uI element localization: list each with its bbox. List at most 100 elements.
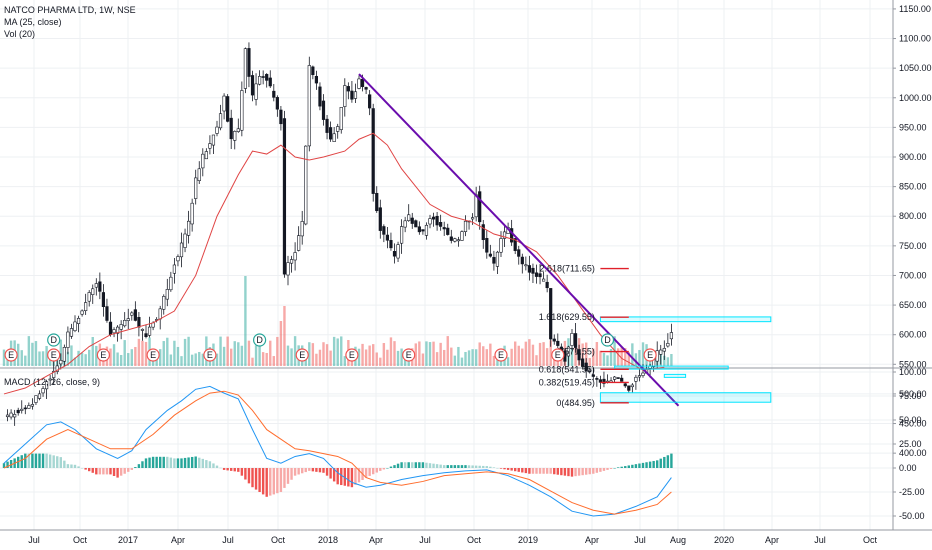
macd-histogram-bar — [538, 468, 542, 474]
candle-body — [105, 306, 109, 321]
projection-zone — [663, 373, 687, 378]
time-tick-label: Jul — [222, 535, 234, 545]
volume-bar — [159, 349, 162, 366]
volume-bar — [616, 348, 620, 366]
macd-histogram-bar — [176, 458, 180, 468]
price-tick-label: 1050.00 — [899, 63, 932, 73]
volume-bar — [240, 345, 244, 366]
macd-histogram-bar — [514, 468, 517, 472]
candle-body — [137, 317, 141, 328]
macd-histogram-bar — [148, 457, 151, 468]
volume-bar — [226, 336, 229, 366]
volume-bar — [414, 343, 417, 366]
macd-histogram-bar — [535, 468, 538, 474]
candle-body — [517, 249, 521, 257]
candle-body — [147, 326, 152, 336]
candle-body — [353, 91, 358, 99]
macd-histogram-bar — [666, 455, 670, 468]
candle-body — [257, 76, 262, 85]
symbol-legend[interactable]: NATCO PHARMA LTD, 1W, NSE — [4, 5, 136, 15]
volume-bar — [73, 357, 77, 366]
volume-bar — [187, 336, 190, 366]
candle-body — [123, 319, 127, 327]
candle-body — [637, 375, 642, 378]
ma-legend[interactable]: MA (25, close) — [4, 17, 62, 27]
macd-histogram-bar — [645, 462, 648, 468]
volume-bar — [393, 341, 396, 366]
time-tick-label: Oct — [271, 535, 286, 545]
macd-histogram-bar — [66, 464, 70, 468]
macd-histogram-bar — [38, 453, 41, 468]
volume-bar — [368, 345, 371, 366]
macd-histogram-bar — [432, 463, 435, 468]
macd-histogram-bar — [595, 468, 599, 473]
macd-histogram-bar — [613, 468, 616, 469]
macd-histogram-bar — [144, 458, 148, 468]
volume-bar — [173, 340, 176, 366]
macd-histogram-bar — [482, 465, 485, 468]
candle-body — [204, 151, 208, 160]
macd-histogram-bar — [340, 468, 343, 486]
volume-bar — [361, 343, 364, 366]
macd-histogram-bar — [499, 468, 503, 469]
candle-body — [144, 333, 148, 338]
candle-body — [162, 296, 166, 310]
volume-bar — [595, 342, 599, 366]
volume-bar — [247, 340, 251, 366]
macd-histogram-bar — [130, 468, 133, 470]
macd-histogram-bar — [261, 468, 265, 495]
macd-histogram-bar — [325, 468, 329, 476]
volume-bar — [251, 357, 254, 366]
macd-histogram-bar — [368, 468, 371, 476]
macd-histogram-bar — [560, 468, 563, 476]
candle-body — [240, 90, 244, 131]
volume-bar — [425, 341, 428, 366]
macd-tick-label: -25.00 — [899, 487, 925, 497]
macd-histogram-bar — [45, 453, 48, 468]
macd-histogram-bar — [453, 465, 457, 468]
candle-body — [98, 281, 102, 292]
volume-bar — [198, 351, 201, 366]
candle-body — [236, 128, 240, 132]
event-marker-label: E — [150, 350, 156, 360]
price-tick-label: 750.00 — [899, 241, 927, 251]
candle-body — [623, 383, 627, 387]
candle-body — [428, 218, 432, 225]
candle-body — [375, 192, 379, 212]
macd-histogram-bar — [183, 457, 187, 468]
macd-tick-label: 100.00 — [899, 367, 927, 377]
candle-body — [59, 360, 63, 365]
candle-body — [243, 48, 248, 89]
macd-histogram-bar — [528, 468, 531, 474]
macd-histogram-bar — [265, 468, 268, 497]
macd-histogram-bar — [439, 464, 442, 468]
macd-histogram-bar — [460, 465, 464, 468]
volume-bar — [364, 349, 368, 366]
volume-bar — [244, 276, 247, 366]
candle-body — [300, 221, 304, 237]
candle-body — [336, 126, 340, 132]
candle-body — [552, 338, 556, 342]
earnings-marker — [4, 348, 18, 362]
candle-body — [101, 292, 105, 308]
macd-histogram-bar — [393, 465, 396, 468]
macd-histogram-bar — [190, 456, 194, 468]
macd-histogram-bar — [354, 468, 357, 485]
candle-body — [62, 346, 66, 362]
macd-histogram-bar — [556, 468, 559, 475]
macd-histogram-bar — [173, 458, 176, 468]
volume-bar — [91, 337, 94, 366]
macd-tick-label: 0.00 — [899, 463, 917, 473]
candle-body — [396, 244, 400, 259]
macd-histogram-bar — [322, 468, 325, 473]
macd-legend[interactable]: MACD (12, 26, close, 9) — [4, 377, 101, 387]
macd-histogram-bar — [301, 468, 304, 474]
vol-legend[interactable]: Vol (20) — [4, 29, 36, 39]
volume-bar — [38, 351, 41, 366]
macd-histogram-bar — [279, 468, 283, 492]
volume-bar — [219, 336, 222, 366]
candle-body — [318, 86, 322, 107]
volume-bar — [485, 349, 488, 366]
time-tick-label: 2019 — [518, 535, 538, 545]
